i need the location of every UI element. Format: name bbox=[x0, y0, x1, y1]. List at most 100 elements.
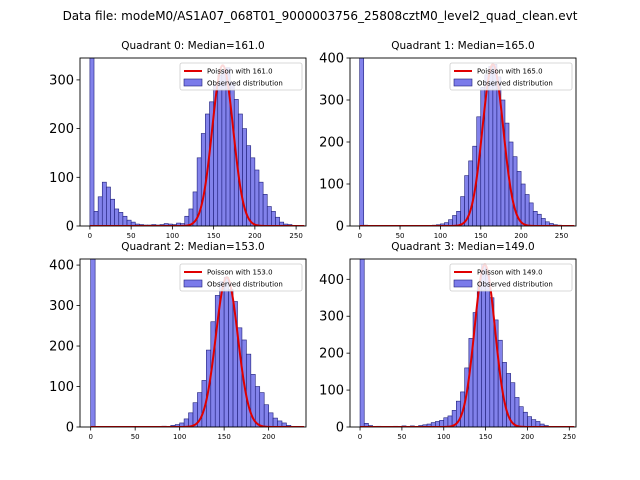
x-tick-label: 0 bbox=[88, 433, 92, 441]
histogram-bar bbox=[122, 215, 128, 226]
y-tick-label: 200 bbox=[319, 347, 344, 362]
y-tick-label: 300 bbox=[319, 94, 344, 109]
histogram-bar bbox=[518, 406, 524, 427]
y-tick-label: 400 bbox=[319, 273, 344, 288]
y-tick-label: 0 bbox=[66, 220, 74, 235]
legend-bar-swatch bbox=[183, 279, 203, 288]
legend-bar-swatch bbox=[183, 78, 203, 87]
histogram-bar bbox=[263, 404, 269, 427]
quadrant-panel-2: 0 50 100 150 200 0 100 200 300 400 Quadrant 2: Med… bbox=[49, 241, 307, 441]
y-tick-label: 100 bbox=[319, 384, 344, 399]
histogram-bar bbox=[90, 259, 96, 427]
y-tick-label: 200 bbox=[49, 340, 74, 355]
histogram-bar bbox=[223, 276, 229, 427]
histogram-bar bbox=[514, 397, 520, 427]
x-tick-label: 100 bbox=[173, 433, 186, 441]
histogram-bar bbox=[522, 411, 528, 427]
histogram-bar bbox=[476, 286, 482, 427]
panel-title: Quadrant 0: Median=161.0 bbox=[121, 40, 264, 52]
x-tick-label: 0 bbox=[358, 433, 362, 441]
histogram-bar bbox=[528, 202, 534, 226]
quadrant-panel-1: 0 50 100 150 200 250 0 100 200 300 400 Quadrant 1: … bbox=[319, 40, 577, 240]
legend-entry-poisson: Poisson with 153.0 bbox=[207, 269, 273, 277]
legend-entry-observed: Observed distribution bbox=[477, 80, 553, 88]
x-tick-label: 200 bbox=[248, 232, 261, 240]
y-tick-label: 300 bbox=[49, 73, 74, 88]
y-tick-label: 0 bbox=[66, 421, 74, 436]
x-tick-label: 200 bbox=[514, 232, 527, 240]
histogram-bar bbox=[200, 133, 206, 226]
x-tick-label: 50 bbox=[127, 232, 136, 240]
histogram-bar bbox=[262, 194, 268, 226]
legend-entry-observed: Observed distribution bbox=[477, 281, 553, 289]
histogram-bar bbox=[485, 275, 491, 427]
histogram-bar bbox=[540, 218, 546, 226]
histogram-bar bbox=[246, 353, 252, 427]
plot-area bbox=[359, 58, 575, 226]
y-tick-label: 100 bbox=[49, 171, 74, 186]
histogram-bar bbox=[456, 211, 461, 226]
y-tick-label: 300 bbox=[319, 310, 344, 325]
axes-frame bbox=[79, 258, 307, 428]
histogram-bar bbox=[359, 259, 365, 427]
histogram-bar bbox=[221, 69, 227, 226]
histogram-bar bbox=[250, 157, 256, 226]
histogram-bar bbox=[532, 211, 538, 226]
legend-entry-poisson: Poisson with 149.0 bbox=[477, 269, 543, 277]
y-tick-label: 400 bbox=[319, 52, 344, 67]
y-tick-label: 300 bbox=[49, 299, 74, 314]
legend-box bbox=[179, 62, 303, 91]
x-tick-label: 250 bbox=[555, 232, 568, 240]
legend-box bbox=[449, 263, 573, 292]
x-tick-label: 200 bbox=[262, 433, 275, 441]
quadrant-panel-0: 0 50 100 150 200 250 0 100 200 300 Quadrant 0: Med… bbox=[49, 40, 307, 240]
histogram-bar bbox=[268, 412, 274, 427]
histogram-bar bbox=[443, 417, 449, 427]
x-tick-label: 100 bbox=[166, 232, 179, 240]
histogram-bar bbox=[254, 386, 261, 427]
legend-bar-swatch bbox=[453, 279, 473, 288]
axes-frame bbox=[79, 57, 307, 227]
legend-entry-observed: Observed distribution bbox=[207, 80, 283, 88]
histogram-bar bbox=[271, 211, 276, 226]
histogram-bar bbox=[118, 212, 124, 226]
histogram-bar bbox=[531, 419, 537, 427]
histogram-bar bbox=[238, 113, 243, 226]
panel-title: Quadrant 2: Median=153.0 bbox=[121, 241, 264, 253]
y-tick-label: 400 bbox=[49, 259, 74, 274]
histogram-bar bbox=[281, 422, 287, 427]
y-tick-label: 200 bbox=[49, 122, 74, 137]
x-tick-label: 100 bbox=[434, 232, 447, 240]
y-tick-label: 0 bbox=[336, 421, 344, 436]
legend-box bbox=[179, 263, 303, 292]
histogram-bar bbox=[272, 417, 278, 427]
x-tick-label: 150 bbox=[474, 232, 487, 240]
histogram-bar bbox=[93, 211, 99, 226]
legend-entry-poisson: Poisson with 165.0 bbox=[477, 68, 543, 76]
histogram-bar bbox=[359, 58, 365, 226]
histogram-bar bbox=[217, 74, 223, 226]
x-tick-label: 50 bbox=[397, 433, 406, 441]
histogram-bar bbox=[228, 289, 234, 427]
poisson-curve bbox=[360, 263, 575, 427]
y-tick-label: 200 bbox=[319, 136, 344, 151]
y-tick-label: 0 bbox=[336, 220, 344, 235]
x-tick-label: 50 bbox=[396, 232, 405, 240]
x-tick-label: 250 bbox=[563, 433, 576, 441]
y-tick-label: 100 bbox=[49, 380, 74, 395]
legend-box bbox=[449, 62, 573, 91]
legend-entry-poisson: Poisson with 161.0 bbox=[207, 68, 273, 76]
panel-title: Quadrant 3: Median=149.0 bbox=[391, 241, 534, 253]
histogram-bar bbox=[259, 392, 265, 427]
y-tick-label: 100 bbox=[319, 178, 344, 193]
quadrant-panels: 0 50 100 150 200 250 0 100 200 300 Quadrant 0: Med… bbox=[49, 40, 577, 441]
histogram-bar bbox=[524, 194, 530, 226]
x-tick-label: 200 bbox=[521, 433, 534, 441]
histogram-bar bbox=[452, 215, 457, 226]
histogram-bar bbox=[536, 213, 542, 226]
x-tick-label: 250 bbox=[289, 232, 302, 240]
legend-bar-swatch bbox=[453, 78, 473, 87]
x-tick-label: 150 bbox=[207, 232, 220, 240]
histogram-bar bbox=[275, 216, 280, 226]
